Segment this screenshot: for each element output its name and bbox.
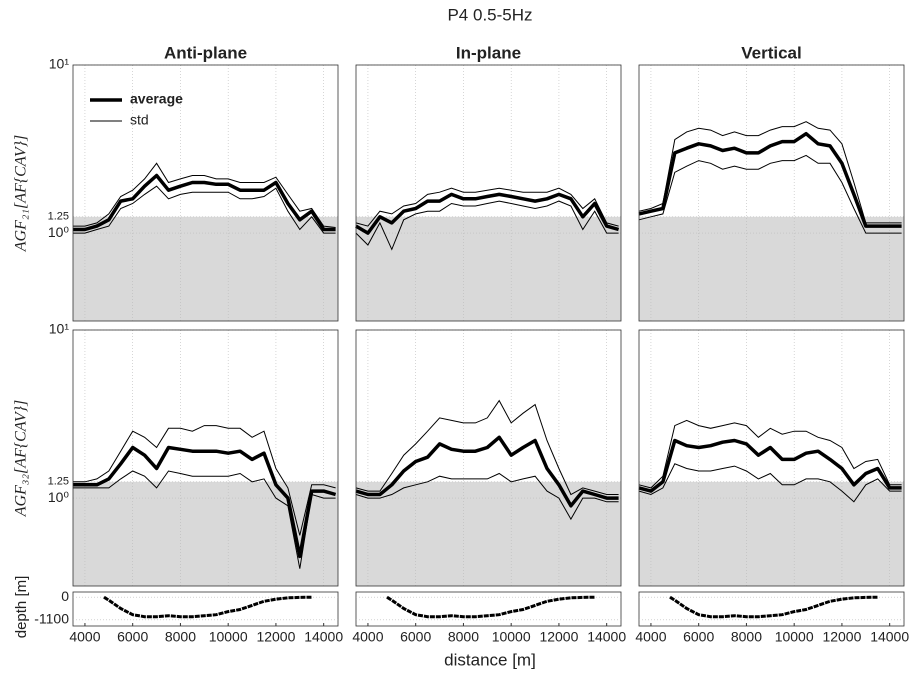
shaded-region xyxy=(639,481,904,586)
shaded-region xyxy=(639,216,904,321)
depth-panel xyxy=(355,591,622,627)
std-line xyxy=(638,463,902,503)
shaded-region xyxy=(356,216,621,321)
panel-frame xyxy=(72,329,339,587)
y-tick-label: 1.25 xyxy=(48,476,69,488)
average-line xyxy=(355,435,619,508)
panel-frame xyxy=(355,64,622,322)
x-tick-label: 12000 xyxy=(539,629,578,645)
y-tick-label: 1.25 xyxy=(48,211,69,223)
x-tick-label: 10000 xyxy=(492,629,531,645)
y-tick-label: 10⁰ xyxy=(48,489,70,505)
panel-frame xyxy=(638,64,905,322)
x-axis-label: distance [m] xyxy=(444,650,536,669)
average-line xyxy=(73,445,337,559)
std-line xyxy=(355,187,619,227)
y-tick-label: 10¹ xyxy=(49,56,70,72)
std-line xyxy=(73,470,336,569)
x-tick-label: 4000 xyxy=(352,629,383,645)
std-line xyxy=(638,419,902,489)
x-tick-label: 12000 xyxy=(256,629,295,645)
column-title: Anti-plane xyxy=(164,43,247,62)
average-line xyxy=(638,438,902,493)
depth-line xyxy=(669,595,878,619)
std-line xyxy=(73,425,336,536)
std-line xyxy=(73,162,336,228)
depth-panel xyxy=(638,591,905,627)
y-tick-label: 10⁰ xyxy=(48,224,70,240)
average-line xyxy=(638,131,902,228)
shaded-region xyxy=(73,481,338,586)
average-line xyxy=(355,192,620,235)
x-tick-label: 10000 xyxy=(209,629,248,645)
x-tick-label: 8000 xyxy=(731,629,762,645)
depth-tick-label: -1100 xyxy=(34,611,69,627)
column-title: In-plane xyxy=(456,43,521,62)
legend-label: average xyxy=(130,91,183,107)
legend-label: std xyxy=(130,112,149,128)
x-tick-label: 8000 xyxy=(165,629,196,645)
std-line xyxy=(73,185,336,234)
x-tick-label: 4000 xyxy=(69,629,100,645)
y-tick-label: 10¹ xyxy=(49,321,70,337)
x-tick-label: 14000 xyxy=(304,629,343,645)
column-title: Vertical xyxy=(741,43,802,62)
x-tick-label: 6000 xyxy=(400,629,431,645)
panel-frame xyxy=(638,329,905,587)
y-axis-label: AGF₂₁[AF{CAV}] xyxy=(13,135,30,252)
x-tick-label: 8000 xyxy=(448,629,479,645)
std-line xyxy=(638,154,902,234)
depth-line xyxy=(103,595,312,619)
average-line xyxy=(73,173,336,232)
panel-frame xyxy=(355,329,622,587)
depth-tick-label: 0 xyxy=(61,588,69,604)
chart-title: P4 0.5-5Hz xyxy=(447,5,532,24)
depth-line xyxy=(386,595,595,619)
x-tick-label: 14000 xyxy=(587,629,626,645)
x-tick-label: 6000 xyxy=(117,629,148,645)
depth-panel xyxy=(72,591,339,627)
std-line xyxy=(355,472,619,521)
std-line xyxy=(355,399,619,496)
depth-axis-label: depth [m] xyxy=(13,576,30,639)
y-axis-label: AGF₃₂[AF{CAV}] xyxy=(13,400,30,517)
x-tick-label: 10000 xyxy=(775,629,814,645)
x-tick-label: 12000 xyxy=(822,629,861,645)
shaded-region xyxy=(73,216,338,321)
x-tick-label: 6000 xyxy=(683,629,714,645)
std-line xyxy=(355,200,619,251)
std-line xyxy=(638,121,902,224)
x-tick-label: 4000 xyxy=(635,629,666,645)
shaded-region xyxy=(356,481,621,586)
x-tick-label: 14000 xyxy=(870,629,909,645)
panel-frame xyxy=(72,64,339,322)
